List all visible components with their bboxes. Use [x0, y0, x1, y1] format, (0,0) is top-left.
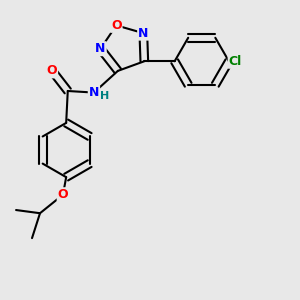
Text: O: O: [58, 188, 68, 201]
Text: O: O: [46, 64, 57, 77]
Text: Cl: Cl: [229, 55, 242, 68]
Text: H: H: [100, 91, 110, 101]
Text: N: N: [95, 42, 106, 55]
Text: O: O: [111, 19, 122, 32]
Text: N: N: [89, 86, 99, 99]
Text: N: N: [138, 27, 148, 40]
